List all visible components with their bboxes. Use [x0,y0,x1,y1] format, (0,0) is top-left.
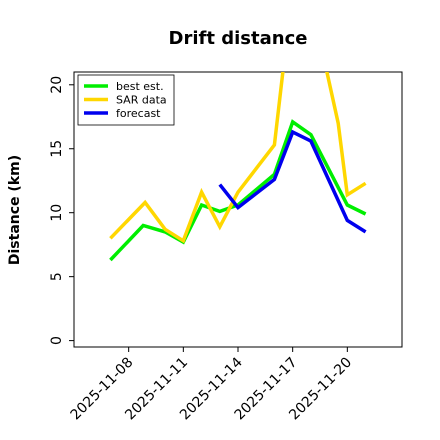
series-line-forecast [218,129,367,234]
legend-entry: SAR data [116,94,167,107]
legend-entry: best est. [116,80,164,93]
series-line-sar-data [109,72,367,244]
series-lines [109,72,367,262]
legend-entry: forecast [116,107,161,120]
y-tick-label: 10 [49,204,65,222]
y-axis-label: Distance (km) [7,155,23,265]
chart-title: Drift distance [169,28,308,49]
y-tick-label: 0 [49,336,65,345]
y-tick-label: 5 [49,272,65,281]
x-ticks: 2025-11-082025-11-112025-11-142025-11-17… [68,347,355,423]
y-tick-label: 20 [49,76,65,94]
y-tick-label: 15 [49,140,65,158]
y-ticks: 0 5 10 15 20 [49,76,74,345]
